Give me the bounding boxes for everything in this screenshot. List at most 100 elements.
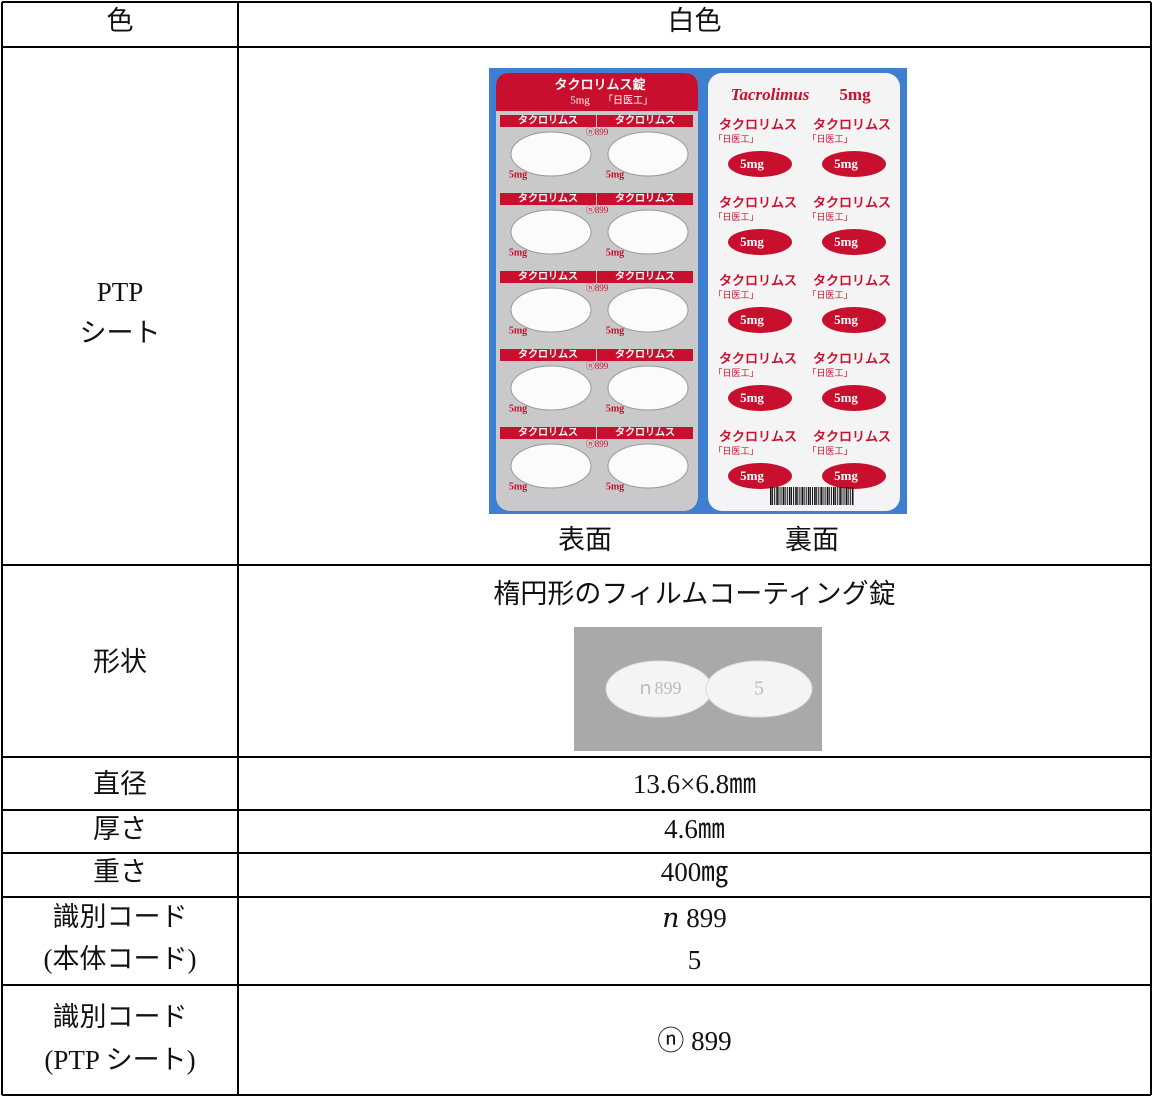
barcode-bar [770,487,772,505]
ptp-band [500,193,596,205]
ptp-caption: 表面 [558,525,612,555]
row-value: 13.6×6.8㎜ [633,769,756,799]
ptp-back-strength: 5mg [834,312,858,327]
ptp-name: タクロリムス [518,348,578,360]
barcode-bar [822,487,824,505]
barcode-bar [782,487,785,505]
row-value: 𝑛 899 [662,903,727,933]
ptp-back-name: タクロリムス [813,273,891,288]
barcode-bar [788,487,791,505]
row-label: PTP [97,277,144,307]
ptp-back-maker: 「日医工」 [713,212,758,222]
barcode-bar [772,487,774,505]
ptp-name: タクロリムス [615,426,675,438]
ptp-strength: 5mg [606,403,624,414]
ptp-band [500,427,596,439]
barcode-bar [774,487,776,505]
ptp-caption: 裏面 [785,525,839,555]
ptp-code: ⓝ899 [586,205,609,215]
row-value: ⓝ 899 [657,1026,731,1056]
barcode-bar [841,487,843,505]
blister [607,131,689,177]
blister [510,131,592,177]
row-label: 直径 [93,769,147,799]
ptp-back-brand: Tacrolimus [731,85,810,104]
row-label: 形状 [93,647,147,677]
ptp-strength: 5mg [509,325,527,336]
blister [510,287,592,333]
red-oval [728,385,792,411]
barcode-bar [839,487,841,505]
ptp-strength: 5mg [606,325,624,336]
red-oval [822,385,886,411]
ptp-back-name: タクロリムス [719,351,797,366]
barcode-bar [778,487,780,505]
ptp-back-strength: 5mg [740,468,764,483]
ptp-band [597,427,693,439]
blister [607,365,689,411]
barcode-bar [830,487,832,505]
row-value: 400㎎ [661,857,729,888]
row-value: 5 [688,945,702,975]
barcode-bar [816,487,818,505]
row-label: (PTP シート) [44,1045,195,1075]
row-value: 楕円形のフィルムコーティング錠 [493,579,895,609]
ptp-band [597,193,693,205]
ptp-back-maker: 「日医工」 [807,368,852,378]
red-oval [822,229,886,255]
barcode-bar [805,487,807,505]
barcode-bar [809,487,811,505]
barcode-bar [799,487,801,505]
ptp-dose: 5mg [570,95,590,107]
red-oval [728,307,792,333]
barcode-bar [814,487,816,505]
tablet-photo [574,627,822,751]
barcode-bar [795,487,797,505]
ptp-name: タクロリムス [518,426,578,438]
ptp-brand: タクロリムス錠 [554,77,646,92]
tablet-imprint: 5 [754,678,764,700]
red-oval [822,463,886,489]
ptp-back-maker: 「日医工」 [807,290,852,300]
ptp-strength: 5mg [509,169,527,180]
barcode-bar [845,487,848,505]
barcode-bar [826,487,829,505]
ptp-name: タクロリムス [615,270,675,282]
barcode-bar [784,487,786,505]
ptp-back-maker: 「日医工」 [713,290,758,300]
red-oval [728,229,792,255]
row-label: 重さ [93,857,147,887]
barcode-bar [786,487,788,505]
ptp-strength: 5mg [509,247,527,258]
ptp-back-name: タクロリムス [719,429,797,444]
ptp-back-maker: 「日医工」 [713,134,758,144]
ptp-back-strength: 5mg [740,156,764,171]
ptp-band [500,271,596,283]
ptp-back-strength: 5mg [740,390,764,405]
barcode-bar [793,487,795,505]
barcode-bar [820,487,822,505]
row-label: (本体コード) [44,944,197,974]
ptp-code: ⓝ899 [586,439,609,449]
ptp-back-name: タクロリムス [719,273,797,288]
barcode-bar [835,487,837,505]
ptp-back-strength: 5mg [740,234,764,249]
blister [607,443,689,489]
ptp-strength: 5mg [606,169,624,180]
barcode-bar [780,487,782,505]
barcode-bar [843,487,845,505]
ptp-back-strength: 5mg [834,468,858,483]
ptp-back-strength: 5mg [740,312,764,327]
ptp-strength: 5mg [606,481,624,492]
barcode-bar [849,487,851,505]
barcode-bar [828,487,830,505]
ptp-back-maker: 「日医工」 [713,446,758,456]
blister [510,443,592,489]
barcode-bar [776,487,778,505]
red-oval [728,463,792,489]
barcode-bar [837,487,839,505]
ptp-back-strength: 5mg [834,234,858,249]
row-label: 色 [107,6,134,36]
row-value: 白色 [668,6,722,36]
